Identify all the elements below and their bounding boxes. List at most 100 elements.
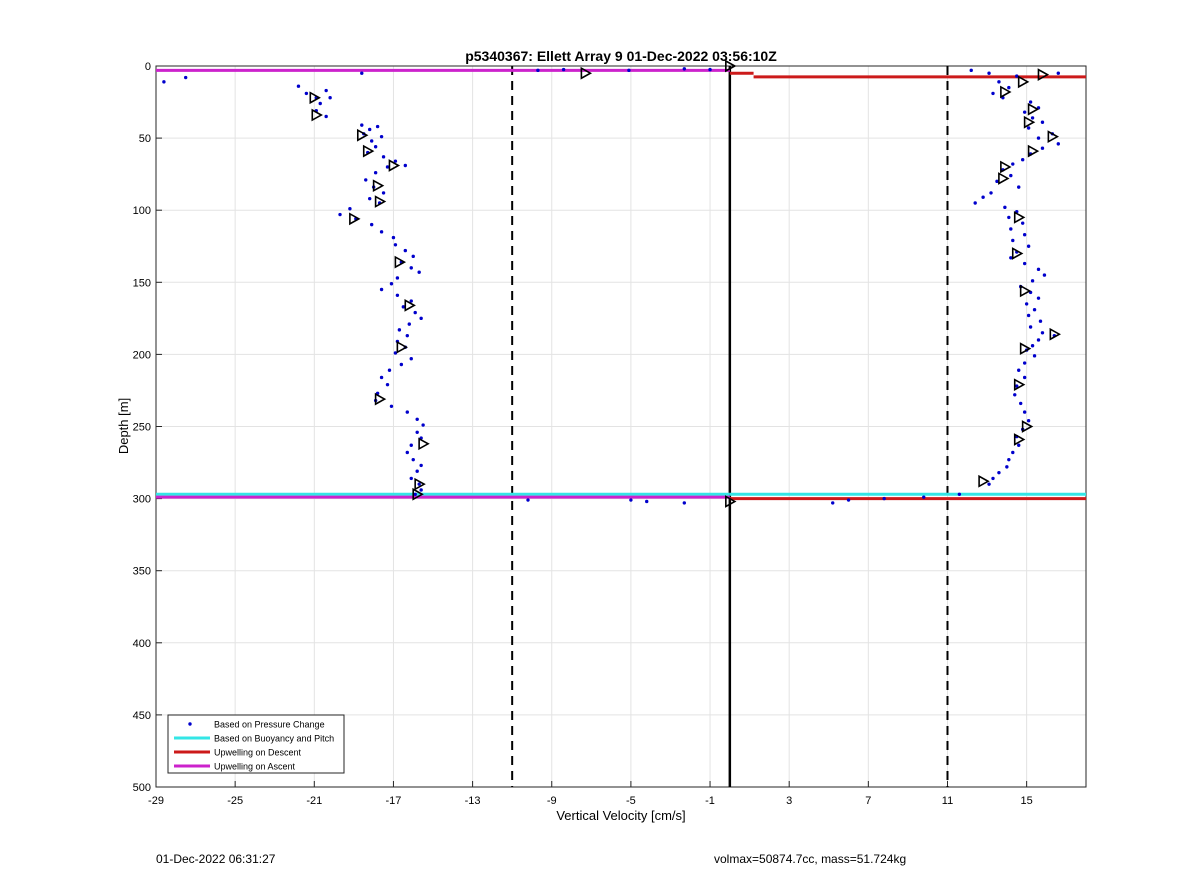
pressure-change-point (1026, 244, 1031, 248)
pressure-change-point (419, 316, 423, 321)
pressure-change-point (389, 404, 394, 409)
triangle-marker (1037, 68, 1050, 82)
pressure-change-point (1009, 227, 1013, 231)
pressure-change-point (1017, 443, 1021, 447)
y-tick-label: 500 (133, 782, 151, 794)
pressure-change-point (403, 248, 408, 253)
triangle-marker (388, 159, 401, 172)
pressure-change-point (995, 179, 999, 184)
pressure-change-point (1024, 302, 1029, 306)
pressure-change-point (682, 501, 687, 505)
pressure-change-point (415, 430, 419, 434)
pressure-change-point (1030, 279, 1035, 283)
y-tick-label: 100 (133, 205, 151, 217)
pressure-change-point (882, 496, 886, 501)
pressure-change-point (1005, 465, 1009, 469)
pressure-change-point (989, 191, 993, 195)
pressure-change-point (987, 482, 991, 486)
pressure-change-point (1017, 185, 1021, 189)
pressure-change-point (1032, 307, 1037, 312)
pressure-change-point (1040, 146, 1045, 150)
pressure-change-point (1030, 344, 1035, 348)
y-tick-label: 50 (139, 133, 151, 145)
x-tick-label: 11 (942, 795, 953, 807)
pressure-change-point (1022, 261, 1027, 266)
x-tick-label: -9 (547, 795, 557, 807)
pressure-change-point (846, 498, 851, 502)
triangle-marker (725, 495, 737, 508)
pressure-change-point (395, 276, 400, 280)
pressure-change-point (375, 124, 380, 129)
pressure-change-point (1013, 393, 1017, 397)
x-tick-label: -17 (385, 795, 401, 807)
x-tick-label: -1 (705, 795, 715, 807)
pressure-change-point (324, 114, 328, 119)
upwelling-lines (156, 68, 1086, 501)
pressure-change-point (369, 139, 374, 143)
pressure-change-point (304, 91, 309, 96)
triangle-marker (1000, 160, 1012, 174)
pressure-change-point (1026, 419, 1031, 423)
pressure-change-point (395, 293, 400, 297)
pressure-change-point (1019, 401, 1023, 406)
y-tick-label: 300 (133, 494, 151, 506)
pressure-change-point (407, 322, 411, 326)
x-tick-label: -25 (227, 795, 243, 807)
pressure-change-point (1022, 410, 1027, 414)
y-tick-label: 350 (133, 566, 151, 578)
y-axis-label: Depth [m] (116, 398, 131, 454)
pressure-change-point (405, 410, 409, 414)
pressure-change-point (379, 230, 384, 234)
legend-entry: Upwelling on Ascent (214, 762, 296, 772)
triangle-marker (362, 144, 375, 158)
legend-marker (188, 722, 192, 726)
triangle-marker (1017, 75, 1030, 89)
pressure-change-point (409, 266, 413, 270)
triangle-marker (1019, 342, 1032, 355)
pressure-change-point (1011, 450, 1015, 455)
legend-entry: Based on Buoyancy and Pitch (214, 734, 334, 744)
pressure-change-point (379, 134, 384, 139)
pressure-change-point (708, 67, 712, 72)
y-tick-label: 450 (133, 710, 151, 722)
pressure-change-point (409, 299, 413, 303)
triangle-marker (396, 340, 409, 354)
triangle-marker (414, 477, 426, 491)
pressure-change-point (417, 270, 421, 274)
pressure-change-point (415, 417, 419, 421)
pressure-change-dots (162, 67, 1060, 505)
pressure-change-point (411, 457, 415, 462)
pressure-change-point (1020, 158, 1025, 162)
pressure-change-point (1022, 375, 1027, 380)
pressure-change-point (987, 71, 991, 75)
triangle-marker (1013, 378, 1026, 392)
pressure-change-point (997, 80, 1001, 84)
pressure-change-point (417, 482, 421, 486)
triangle-marker (1013, 433, 1026, 446)
pressure-change-point (991, 91, 995, 96)
pressure-change-point (1007, 215, 1011, 220)
triangle-marker (356, 128, 369, 142)
pressure-change-point (399, 362, 404, 367)
pressure-change-point (348, 207, 352, 211)
pressure-change-point (831, 501, 835, 505)
pressure-change-point (1032, 354, 1037, 358)
y-tick-label: 250 (133, 422, 151, 434)
pressure-change-point (373, 145, 378, 149)
pressure-change-point (409, 476, 413, 481)
x-tick-label: -13 (465, 795, 481, 807)
triangle-marker (374, 195, 387, 208)
pressure-change-point (1009, 256, 1013, 260)
pressure-change-point (1020, 221, 1025, 225)
triangle-marker (309, 91, 321, 105)
pressure-change-point (296, 84, 301, 88)
footer-timestamp: 01-Dec-2022 06:31:27 (156, 852, 276, 866)
pressure-change-point (373, 171, 378, 175)
triangle-marker (418, 437, 430, 451)
pressure-change-point (379, 287, 384, 292)
pressure-change-point (413, 310, 417, 315)
legend-entry: Upwelling on Descent (214, 748, 302, 758)
pressure-change-point (389, 282, 394, 286)
legend-entry: Based on Pressure Change (214, 720, 325, 730)
triangle-marker (1027, 144, 1040, 158)
